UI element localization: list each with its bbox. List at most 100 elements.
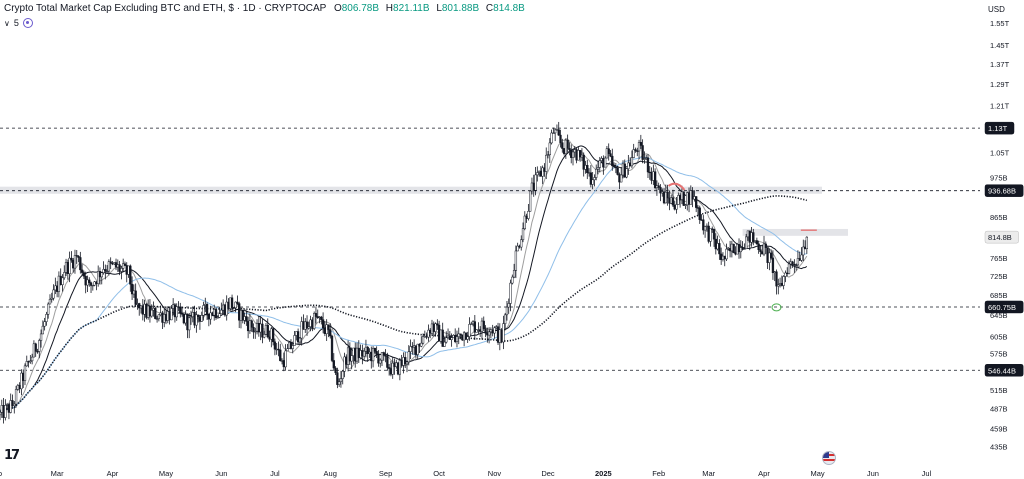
- candle: [88, 277, 91, 287]
- candle: [470, 321, 473, 325]
- candle-body: [214, 309, 218, 318]
- candle-body: [793, 264, 796, 266]
- candle-body: [730, 243, 734, 252]
- candle: [173, 303, 177, 323]
- candle-body: [207, 313, 211, 320]
- candle: [77, 255, 80, 263]
- candle-body: [637, 142, 641, 152]
- candle: [250, 319, 253, 332]
- candle: [55, 281, 59, 298]
- candle: [332, 353, 335, 372]
- candle: [225, 295, 228, 321]
- candle-body: [655, 185, 659, 189]
- candle: [330, 334, 334, 363]
- candle: [611, 148, 614, 171]
- candle: [423, 330, 426, 338]
- candle-body: [559, 134, 562, 143]
- candle-body: [661, 191, 664, 194]
- candle: [464, 332, 468, 340]
- candle-body: [532, 182, 535, 191]
- tradingview-logo-icon[interactable]: 17: [4, 448, 20, 463]
- candle-body: [762, 243, 766, 255]
- chevron-down-icon[interactable]: ∨: [4, 18, 10, 28]
- candle-body: [86, 279, 89, 286]
- candle-body: [564, 139, 568, 154]
- currency-label[interactable]: USD: [988, 5, 1005, 14]
- candle-body: [670, 197, 673, 204]
- candle-body: [48, 299, 52, 305]
- candle-body: [275, 348, 278, 351]
- candle: [580, 148, 584, 162]
- candle-body: [130, 283, 134, 295]
- candle: [305, 315, 309, 336]
- candle-body: [150, 309, 153, 317]
- candle: [93, 280, 96, 287]
- candle-body: [345, 356, 348, 365]
- candle-body: [111, 262, 114, 265]
- candle-body: [429, 329, 432, 334]
- candle-body: [470, 323, 473, 325]
- candle-body: [11, 400, 14, 406]
- candle-body: [596, 167, 600, 170]
- candle: [129, 264, 132, 292]
- candle-body: [728, 248, 732, 252]
- candle-body: [734, 252, 737, 255]
- candle: [475, 329, 478, 333]
- candle-body: [270, 328, 273, 340]
- candle-body: [184, 314, 187, 324]
- candle: [736, 242, 739, 255]
- candle-body: [466, 336, 469, 340]
- low-label: L: [436, 3, 442, 14]
- candle: [805, 236, 808, 254]
- candle-body: [218, 313, 221, 318]
- candle: [138, 302, 141, 316]
- candle-body: [273, 341, 277, 350]
- candle-body: [555, 129, 559, 131]
- candle: [745, 233, 748, 250]
- candle-body: [702, 219, 705, 231]
- candle: [20, 369, 23, 396]
- candle-body: [261, 323, 264, 338]
- us-flag-icon[interactable]: [822, 451, 836, 465]
- candle: [595, 164, 598, 181]
- symbol-title[interactable]: Crypto Total Market Cap Excluding BTC an…: [4, 3, 327, 14]
- candle-body: [259, 323, 262, 333]
- candle-body: [584, 164, 587, 170]
- candle-body: [321, 319, 325, 329]
- candle: [468, 317, 471, 341]
- candle: [47, 302, 50, 319]
- candle: [39, 329, 43, 348]
- candle-body: [213, 309, 216, 316]
- candle-body: [409, 346, 412, 352]
- candle-body: [493, 327, 496, 334]
- candle-body: [482, 320, 485, 329]
- alert-icon[interactable]: [22, 18, 33, 28]
- candle-body: [614, 166, 617, 169]
- candle-body: [648, 171, 651, 174]
- candle-body: [696, 207, 700, 209]
- candle: [787, 260, 791, 275]
- candle: [773, 271, 776, 282]
- candle-body: [641, 145, 644, 160]
- candle-body: [2, 405, 5, 418]
- candle-body: [236, 301, 239, 304]
- candle: [288, 341, 291, 349]
- indicators-toggle[interactable]: ∨ 5: [4, 17, 33, 29]
- candle: [316, 309, 319, 319]
- candle: [259, 316, 262, 341]
- candle: [777, 278, 780, 295]
- candle: [29, 355, 32, 364]
- candle-body: [63, 272, 66, 279]
- candle-body: [136, 303, 139, 305]
- candle: [495, 324, 498, 330]
- candle-body: [373, 347, 377, 352]
- candle: [591, 172, 594, 190]
- candle-body: [223, 304, 227, 316]
- candle-body: [398, 360, 402, 375]
- candle-body: [305, 321, 309, 329]
- candle-body: [768, 252, 771, 263]
- time-tick-label: Dec: [541, 469, 555, 478]
- candle-body: [41, 325, 44, 335]
- candle-body: [577, 150, 580, 161]
